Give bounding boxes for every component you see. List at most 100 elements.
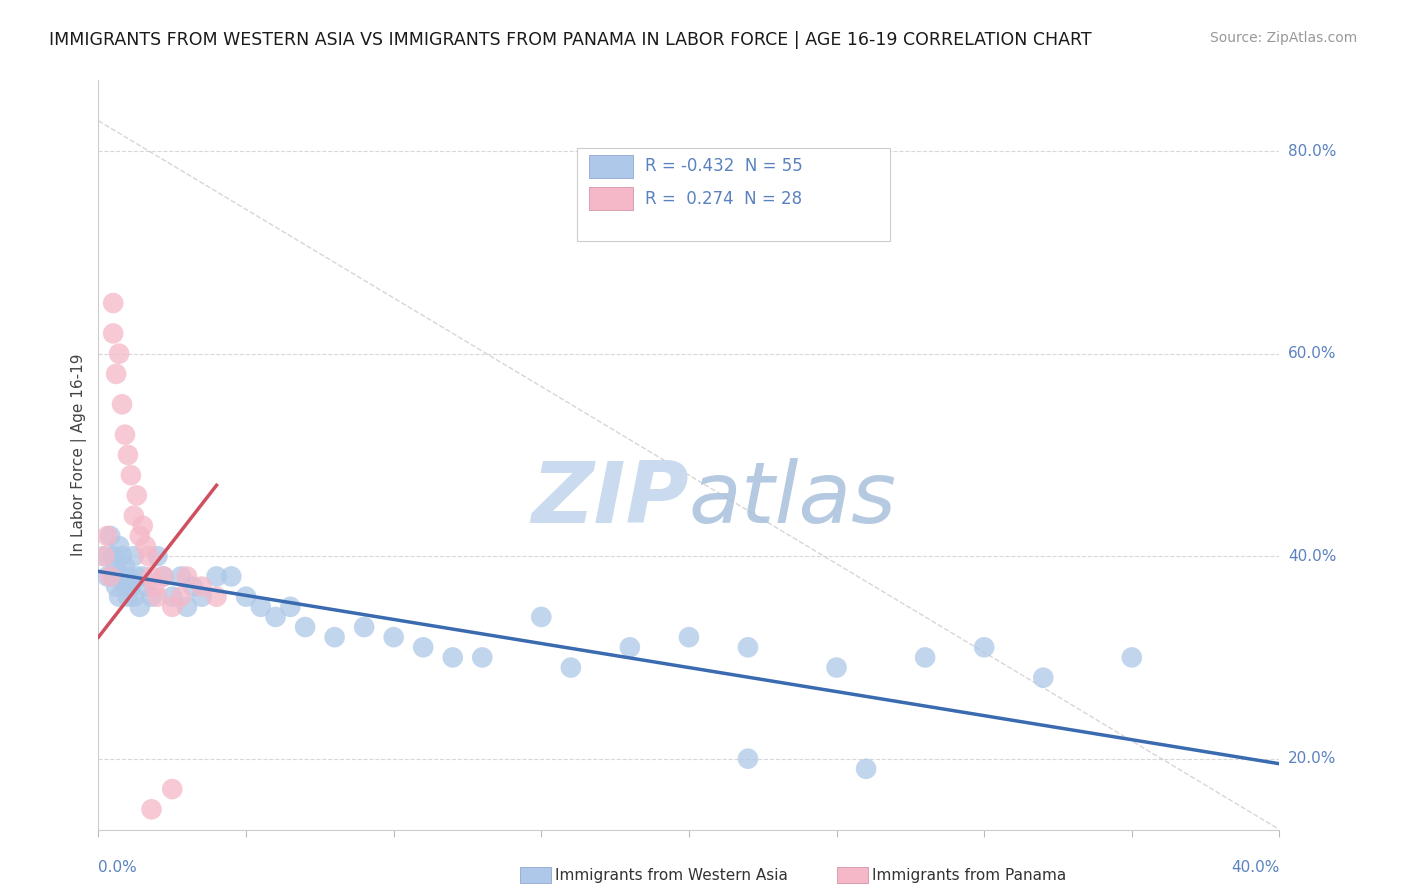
Point: [471, 650, 494, 665]
Point: [250, 599, 273, 614]
Point: [152, 569, 174, 583]
Y-axis label: In Labor Force | Age 16-19: In Labor Force | Age 16-19: [72, 353, 87, 557]
Point: [205, 569, 228, 583]
Point: [103, 296, 125, 310]
Point: [143, 580, 166, 594]
Point: [152, 569, 174, 583]
Text: IMMIGRANTS FROM WESTERN ASIA VS IMMIGRANTS FROM PANAMA IN LABOR FORCE | AGE 16-1: IMMIGRANTS FROM WESTERN ASIA VS IMMIGRAN…: [49, 31, 1092, 49]
Point: [120, 580, 142, 594]
Point: [135, 580, 157, 594]
Point: [353, 620, 375, 634]
Point: [103, 569, 125, 583]
Text: 20.0%: 20.0%: [1288, 751, 1336, 766]
Point: [191, 590, 214, 604]
Point: [170, 569, 193, 583]
Text: R = -0.432  N = 55: R = -0.432 N = 55: [645, 158, 803, 176]
Point: [114, 427, 136, 442]
Point: [122, 508, 145, 523]
Point: [105, 559, 128, 574]
Point: [125, 569, 148, 583]
Text: 60.0%: 60.0%: [1288, 346, 1336, 361]
Point: [122, 590, 145, 604]
Text: Immigrants from Western Asia: Immigrants from Western Asia: [555, 868, 789, 882]
Point: [96, 569, 118, 583]
Point: [973, 640, 995, 655]
Point: [141, 802, 163, 816]
Point: [111, 569, 134, 583]
Point: [441, 650, 464, 665]
Point: [114, 559, 136, 574]
Point: [98, 569, 121, 583]
Text: 80.0%: 80.0%: [1288, 144, 1336, 159]
Point: [146, 590, 169, 604]
Bar: [589, 187, 634, 210]
Point: [181, 580, 204, 594]
Point: [108, 539, 131, 553]
Point: [235, 590, 257, 604]
Point: [135, 539, 157, 553]
Point: [117, 448, 139, 462]
Point: [108, 346, 131, 360]
Point: [825, 660, 848, 674]
Point: [141, 569, 163, 583]
Point: [1032, 671, 1054, 685]
Point: [141, 590, 163, 604]
Point: [146, 549, 169, 564]
Point: [114, 580, 136, 594]
Point: [176, 569, 198, 583]
Point: [855, 762, 877, 776]
Point: [105, 580, 128, 594]
Point: [162, 599, 183, 614]
Point: [132, 569, 155, 583]
Point: [162, 590, 183, 604]
Point: [125, 488, 148, 502]
Point: [128, 599, 150, 614]
Text: 0.0%: 0.0%: [98, 860, 138, 875]
Bar: [589, 155, 634, 178]
Point: [205, 590, 228, 604]
Point: [132, 518, 155, 533]
Point: [1121, 650, 1143, 665]
Text: 40.0%: 40.0%: [1232, 860, 1279, 875]
Point: [412, 640, 434, 655]
Point: [323, 630, 346, 644]
Point: [170, 590, 193, 604]
Point: [191, 580, 214, 594]
Point: [111, 549, 134, 564]
Point: [103, 326, 125, 341]
Point: [138, 549, 160, 564]
Point: [176, 599, 198, 614]
FancyBboxPatch shape: [576, 148, 890, 242]
Point: [96, 529, 118, 543]
Point: [93, 549, 115, 564]
Text: atlas: atlas: [689, 458, 897, 541]
Point: [560, 660, 582, 674]
Point: [117, 569, 139, 583]
Point: [530, 610, 553, 624]
Text: Source: ZipAtlas.com: Source: ZipAtlas.com: [1209, 31, 1357, 45]
Point: [737, 752, 759, 766]
Point: [93, 549, 115, 564]
Point: [103, 549, 125, 564]
Point: [162, 782, 183, 797]
Point: [678, 630, 700, 644]
Point: [382, 630, 405, 644]
Text: 40.0%: 40.0%: [1288, 549, 1336, 564]
Point: [264, 610, 287, 624]
Point: [619, 640, 641, 655]
Point: [280, 599, 302, 614]
Point: [117, 590, 139, 604]
Point: [914, 650, 936, 665]
Point: [120, 468, 142, 483]
Point: [737, 640, 759, 655]
Text: ZIP: ZIP: [531, 458, 689, 541]
Point: [221, 569, 243, 583]
Point: [108, 590, 131, 604]
Point: [122, 549, 145, 564]
Point: [111, 397, 134, 411]
Text: R =  0.274  N = 28: R = 0.274 N = 28: [645, 190, 803, 208]
Text: Immigrants from Panama: Immigrants from Panama: [872, 868, 1066, 882]
Point: [294, 620, 316, 634]
Point: [98, 529, 121, 543]
Point: [105, 367, 128, 381]
